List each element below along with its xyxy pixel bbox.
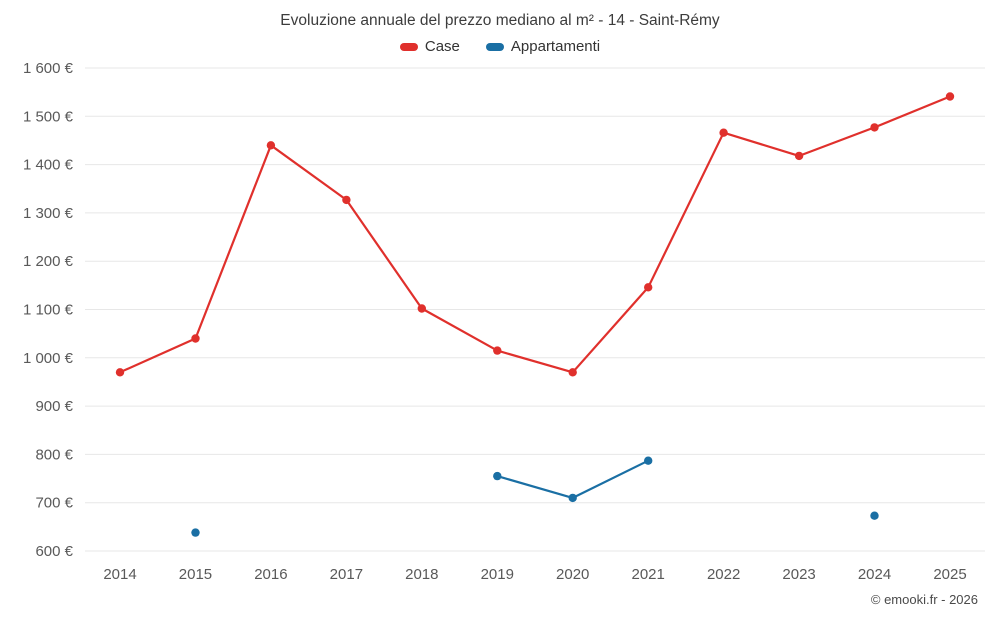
data-point-case[interactable]: [417, 304, 426, 313]
watermark-credit: © emooki.fr - 2026: [870, 592, 978, 607]
data-point-case[interactable]: [870, 123, 879, 132]
data-point-appartamenti[interactable]: [870, 511, 879, 520]
x-tick-label: 2017: [330, 566, 363, 583]
data-point-appartamenti[interactable]: [568, 493, 577, 503]
x-tick-label: 2019: [481, 566, 514, 583]
data-point-case[interactable]: [115, 368, 125, 377]
appartamenti-series-swatch-icon: [485, 42, 504, 51]
y-tick-label: 1 100 €: [23, 302, 74, 319]
line-chart: 600 € 700 € 800 € 900 € 1 000 € 1 100 € 1 200 …: [23, 60, 985, 583]
y-tick-label: 600 €: [35, 543, 73, 560]
y-tick-label: 1 000 €: [23, 350, 74, 367]
data-point-case[interactable]: [493, 346, 502, 355]
y-tick-label: 900 €: [35, 398, 73, 415]
x-tick-label: 2023: [782, 566, 815, 583]
data-point-case[interactable]: [945, 92, 955, 101]
x-tick-label: 2022: [707, 566, 740, 583]
x-tick-label: 2021: [631, 566, 664, 583]
chart-container: Evoluzione annuale del prezzo mediano al…: [0, 12, 1000, 607]
data-point-appartamenti[interactable]: [644, 456, 653, 465]
legend-label-case: Case: [424, 38, 460, 55]
x-tick-label: 2018: [405, 566, 438, 583]
x-tick-label: 2015: [179, 566, 212, 583]
data-point-case[interactable]: [794, 151, 804, 161]
chart-legend: Case Appartamenti: [0, 38, 1000, 55]
y-tick-label: 1 200 €: [23, 253, 74, 270]
y-tick-label: 1 400 €: [23, 157, 74, 174]
x-tick-label: 2025: [933, 566, 966, 583]
data-point-case[interactable]: [191, 334, 200, 343]
y-tick-label: 1 300 €: [23, 205, 74, 222]
case-series-swatch-icon: [399, 42, 418, 51]
y-tick-label: 1 600 €: [23, 60, 74, 77]
series-line-case: [118, 95, 952, 374]
chart-title: Evoluzione annuale del prezzo mediano al…: [280, 12, 720, 29]
data-point-appartamenti[interactable]: [191, 528, 200, 537]
y-tick-label: 800 €: [35, 446, 73, 463]
y-tick-label: 1 500 €: [23, 108, 74, 125]
data-point-case[interactable]: [644, 283, 653, 292]
data-point-case[interactable]: [342, 195, 351, 205]
legend-item-case[interactable]: Case: [399, 38, 460, 55]
x-tick-label: 2020: [556, 566, 589, 583]
x-tick-label: 2016: [254, 566, 287, 583]
data-point-case[interactable]: [266, 141, 276, 150]
y-tick-label: 700 €: [35, 495, 73, 512]
data-point-appartamenti[interactable]: [493, 471, 502, 481]
legend-item-appartamenti[interactable]: Appartamenti: [485, 38, 601, 55]
data-point-case[interactable]: [568, 368, 577, 377]
legend-label-appartamenti: Appartamenti: [510, 38, 601, 55]
data-point-case[interactable]: [719, 128, 728, 137]
x-tick-label: 2014: [103, 566, 136, 583]
x-tick-label: 2024: [858, 566, 891, 583]
series-line-appartamenti: [497, 461, 874, 516]
